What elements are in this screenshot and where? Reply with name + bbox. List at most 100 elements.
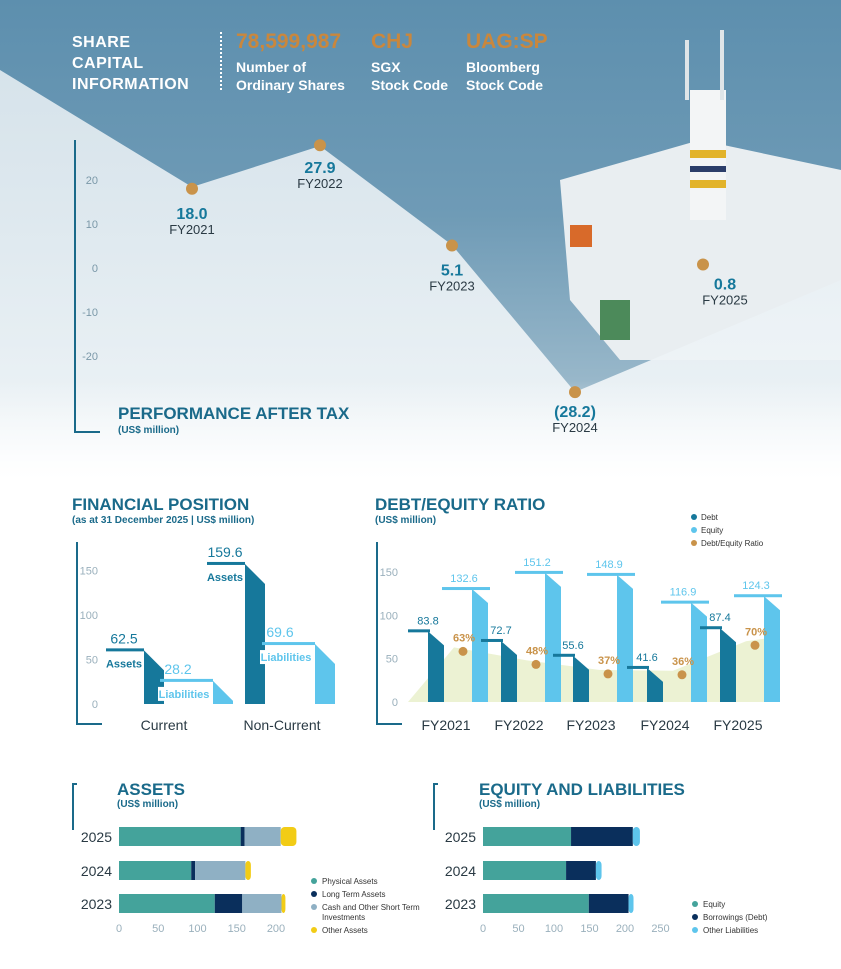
chart-subtitle: (US$ million) [117,799,178,810]
caption-line: Stock Code [466,77,544,93]
bar [245,563,265,704]
debt-bar [720,628,736,702]
x-tick-label: 150 [228,923,246,935]
legend-label: Cash and Other Short Term [322,903,420,912]
year-label: FY2025 [702,292,748,307]
category-label: Current [141,717,188,733]
x-tick-label: 200 [616,923,634,935]
y-axis-line [76,542,102,725]
legend-label: Equity [703,900,725,909]
bar-cap [262,642,315,646]
equity-bar [545,572,561,702]
value-label: 159.6 [207,544,242,560]
caption-line: Bloomberg [466,59,540,75]
ratio-point [677,670,687,680]
stack-segment [242,894,282,913]
legend-label-cont: Investments [322,913,365,922]
sgx-code-value: CHJ [371,30,414,53]
y-tick-label: 20 [86,175,98,187]
debt-bar-cap [408,629,430,633]
y-tick-label: 100 [80,610,98,622]
value-label: 69.6 [266,624,293,640]
row-label: 2023 [81,896,112,912]
sgx-code-info: CHJ SGX Stock Code [371,30,448,94]
stack-segment [595,861,602,880]
equity-bar [691,602,707,702]
bar [213,680,233,704]
stack-segment [195,861,246,880]
x-tick-label: 100 [545,923,563,935]
line-chart-area [0,70,841,480]
sea-photo-background [0,0,841,480]
ratio-label: 63% [453,632,475,644]
equity-bar-cap [442,587,490,591]
stack-segment [483,827,572,846]
title-line-1: SHARE [72,34,131,51]
assets-chart: ASSETS(US$ million) 2025 2024 2023 0 50 100 150… [72,780,420,935]
debt-value-label: 41.6 [636,652,657,664]
y-tick-label: 100 [380,610,398,622]
debt-bar-cap [481,638,503,642]
y-tick-label: 50 [86,655,98,667]
chart-title: ASSETS [117,780,185,799]
equity-bar-cap [661,600,709,604]
legend-label: Debt [701,513,719,522]
debt-equity-chart: DEBT/EQUITY RATIO(US$ million) Debt Equity… [375,495,782,733]
row-label: 2025 [445,829,476,845]
bar-cap [106,648,144,652]
ratio-point [750,640,760,650]
equity-bar-cap [587,572,635,576]
chart-title: EQUITY AND LIABILITIES [479,780,685,799]
financial-position-chart: FINANCIAL POSITION(as at 31 December 202… [72,495,335,733]
equity-bar [617,574,633,702]
ratio-label: 48% [526,645,548,657]
equity-value-label: 151.2 [523,557,551,569]
legend-marker [311,904,317,910]
category-label: FY2023 [566,717,615,733]
legend-label: Debt/Equity Ratio [701,539,764,548]
y-axis-line [376,542,402,725]
year-label: FY2021 [169,222,215,237]
stack-segment [245,861,251,880]
y-tick-label: 0 [92,699,98,711]
caption-line: SGX [371,59,401,75]
ship-illustration [560,30,841,360]
legend-label: Physical Assets [322,877,378,886]
bar-cap [160,678,213,682]
data-point [569,386,581,399]
caption-line: Stock Code [371,77,449,93]
legend-marker [691,527,697,533]
chart-subtitle: (US$ million) [375,515,436,526]
y-tick-label: 150 [380,567,398,579]
chart-subtitle: (as at 31 December 2025 | US$ million) [72,515,254,526]
series-tag-label: Liabilities [159,689,210,701]
category-label: FY2022 [494,717,543,733]
row-label: 2025 [81,829,112,845]
category-label: FY2025 [713,717,762,733]
stack-segment [240,827,245,846]
category-label: Non-Current [243,717,320,733]
equity-value-label: 148.9 [595,559,623,571]
x-tick-label: 50 [152,923,164,935]
debt-bar-cap [700,626,722,630]
stack-segment [119,827,241,846]
stack-segment [119,894,215,913]
series-tag-label: Assets [106,658,142,670]
series-tag-bg [158,686,210,701]
bloomberg-code-caption: Bloomberg Stock Code [466,58,548,94]
equity-bar-cap [734,594,782,598]
legend-label: Long Term Assets [322,890,385,899]
x-tick-label: 150 [580,923,598,935]
legend-marker [692,927,698,933]
y-tick-label: 0 [392,697,398,709]
year-label: FY2023 [429,279,475,294]
year-label: FY2024 [552,420,598,435]
stack-segment [244,827,281,846]
ratio-label: 37% [598,655,620,667]
legend-marker [691,514,697,520]
equity-value-label: 132.6 [450,573,478,585]
x-tick-label: 200 [267,923,285,935]
value-label: 62.5 [110,630,137,646]
y-tick-label: 10 [86,219,98,231]
share-count-caption: Number of Ordinary Shares [236,58,345,94]
